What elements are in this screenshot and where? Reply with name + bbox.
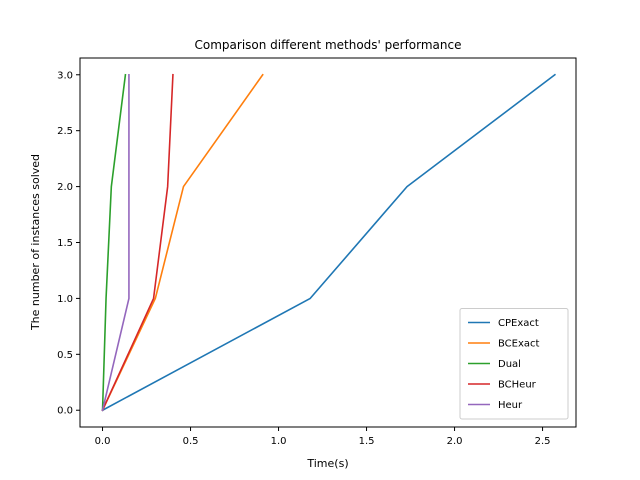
chart-title: Comparison different methods' performanc… bbox=[195, 38, 462, 52]
y-tick-label: 0.5 bbox=[57, 350, 73, 361]
y-tick-label: 2.5 bbox=[57, 126, 73, 137]
legend-box bbox=[459, 308, 569, 420]
x-axis-label: Time(s) bbox=[306, 457, 348, 470]
y-axis: 0.0 0.5 1.0 1.5 2.0 2.5 3.0 bbox=[57, 70, 80, 417]
legend: CPExact BCExact Dual BCHeur Heur bbox=[459, 308, 569, 420]
legend-label-bcheur: BCHeur bbox=[498, 380, 537, 391]
series-line-heur bbox=[101, 73, 130, 412]
legend-label-bcexact: BCExact bbox=[498, 339, 540, 350]
x-axis: 0.0 0.5 1.0 1.5 2.0 2.5 bbox=[95, 427, 551, 447]
y-axis-label: The number of instances solved bbox=[29, 154, 42, 331]
series-layer bbox=[101, 73, 557, 412]
x-tick-label: 1.5 bbox=[359, 436, 375, 447]
series-line-dual bbox=[101, 73, 127, 412]
legend-label-dual: Dual bbox=[498, 359, 521, 370]
y-tick-label: 2.0 bbox=[57, 182, 73, 193]
y-tick-label: 1.5 bbox=[57, 238, 73, 249]
series-line-bcheur bbox=[101, 73, 174, 412]
series-line-bcexact bbox=[101, 73, 264, 412]
x-tick-label: 0.5 bbox=[183, 436, 199, 447]
legend-label-cpexact: CPExact bbox=[498, 318, 539, 329]
x-tick-label: 1.0 bbox=[271, 436, 287, 447]
y-tick-label: 1.0 bbox=[57, 294, 73, 305]
x-tick-label: 2.0 bbox=[447, 436, 463, 447]
series-line-cpexact bbox=[101, 73, 557, 412]
y-tick-label: 3.0 bbox=[57, 70, 73, 81]
legend-label-heur: Heur bbox=[498, 400, 523, 411]
x-tick-label: 2.5 bbox=[535, 436, 551, 447]
x-tick-label: 0.0 bbox=[95, 436, 111, 447]
y-tick-label: 0.0 bbox=[57, 406, 73, 417]
